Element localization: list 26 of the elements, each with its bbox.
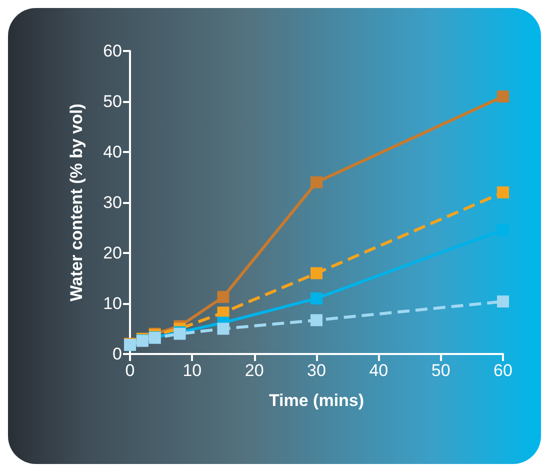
point xyxy=(310,314,322,326)
x-tick-label: 60 xyxy=(494,361,512,380)
x-tick-label: 50 xyxy=(431,361,450,380)
point xyxy=(497,224,509,236)
y-tick-label: 10 xyxy=(103,294,122,313)
y-axis-title: Water content (% by vol) xyxy=(67,104,86,302)
x-tick-label: 30 xyxy=(307,361,326,380)
x-tick-label: 10 xyxy=(182,361,202,380)
y-tick-label: 30 xyxy=(103,193,122,212)
point xyxy=(497,186,509,198)
y-tick-label: 20 xyxy=(103,244,122,262)
point xyxy=(217,322,230,335)
point xyxy=(310,292,322,304)
point xyxy=(310,176,322,188)
point xyxy=(497,295,509,308)
x-tick-label: 0 xyxy=(125,361,135,380)
y-tick-label: 0 xyxy=(112,344,122,364)
y-tick-label: 60 xyxy=(103,42,122,60)
x-axis-title: Time (mins) xyxy=(268,391,364,410)
y-tick-label: 50 xyxy=(103,92,122,111)
point xyxy=(310,267,322,280)
y-tick-label: 40 xyxy=(103,142,122,162)
point xyxy=(217,290,230,303)
x-tick-label: 20 xyxy=(244,361,264,380)
x-tick-label: 40 xyxy=(369,361,388,380)
point xyxy=(497,90,509,102)
